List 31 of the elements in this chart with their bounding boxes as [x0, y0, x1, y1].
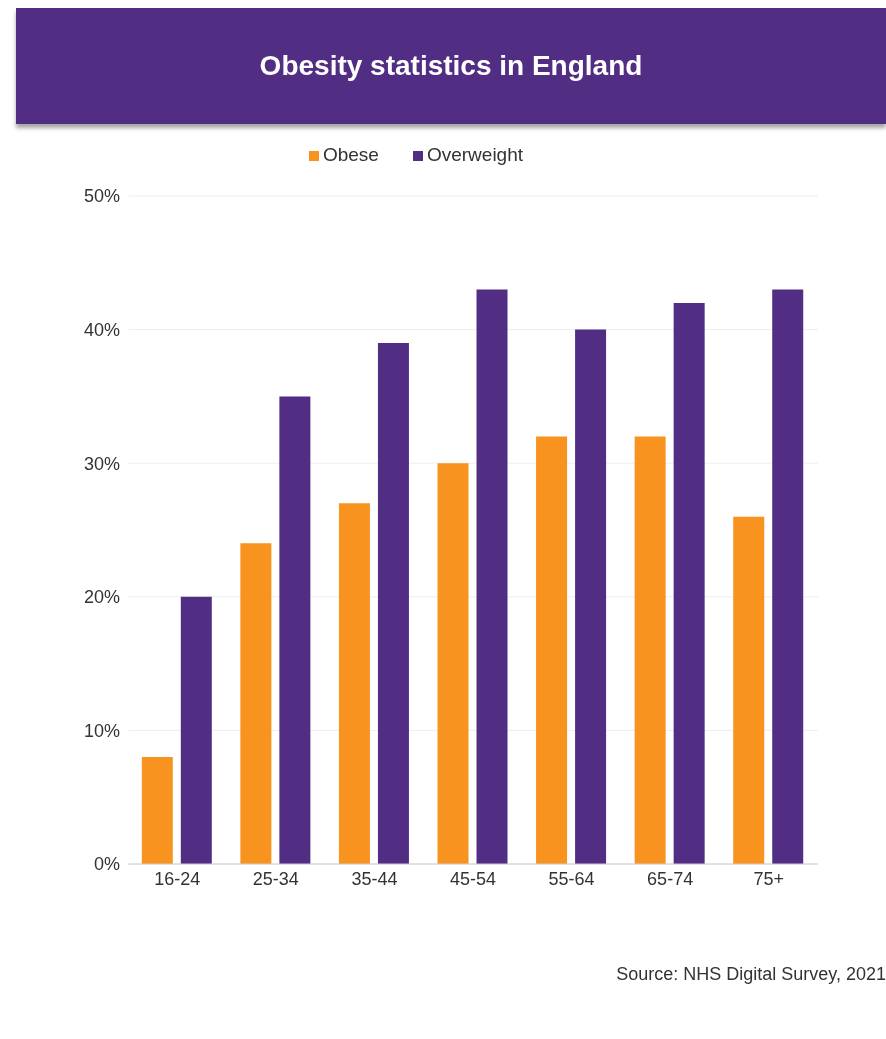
x-tick-label: 16-24 [154, 868, 201, 889]
legend-label: Overweight [426, 144, 524, 165]
bar [141, 757, 173, 864]
bar [240, 543, 272, 864]
x-tick-label: 25-34 [252, 868, 299, 889]
chart-title: Obesity statistics in England [16, 8, 886, 124]
x-tick-label: 35-44 [351, 868, 398, 889]
y-tick-label: 30% [83, 453, 120, 474]
y-tick-label: 10% [83, 720, 120, 741]
bar [437, 463, 469, 864]
x-tick-label: 75+ [753, 868, 784, 889]
source-note: Source: NHS Digital Survey, 2021 [615, 964, 886, 985]
x-tick-label: 55-64 [548, 868, 595, 889]
bar [772, 289, 804, 864]
y-tick-label: 50% [83, 186, 120, 207]
bar [575, 329, 607, 864]
legend-label: Obese [322, 144, 379, 165]
bar [279, 396, 311, 864]
bar [476, 289, 508, 864]
bar [180, 596, 212, 864]
y-tick-label: 20% [83, 587, 120, 608]
bar [377, 342, 409, 864]
x-tick-label: 45-54 [449, 868, 497, 889]
x-tick-label: 65-74 [647, 868, 694, 889]
bar [634, 436, 666, 864]
bar [673, 302, 705, 864]
bar [536, 436, 568, 864]
bar [733, 516, 765, 864]
y-tick-label: 0% [93, 854, 120, 875]
y-tick-label: 40% [83, 319, 120, 340]
bar [338, 503, 370, 864]
